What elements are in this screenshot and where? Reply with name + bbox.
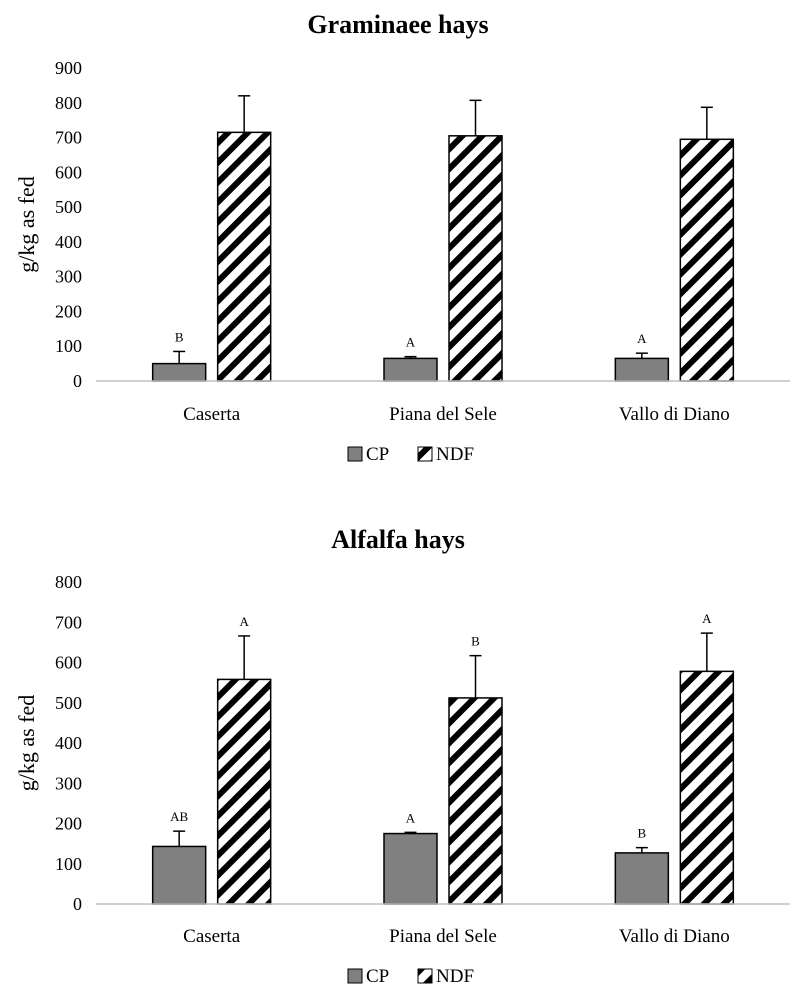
bar-cp	[614, 852, 670, 905]
y-tick-label: 400	[55, 733, 82, 753]
y-tick-label: 200	[55, 814, 82, 834]
y-tick-label: 200	[55, 301, 82, 321]
significance-letter: B	[637, 826, 646, 841]
y-tick-label: 700	[55, 128, 82, 148]
y-tick-label: 100	[55, 854, 82, 874]
legend-swatch-cp	[347, 446, 363, 462]
category-label: Caserta	[183, 926, 241, 947]
legend: CP NDF	[347, 444, 474, 465]
chart-title: Graminaee hays	[307, 10, 488, 39]
legend-label-ndf: NDF	[436, 966, 474, 987]
category-label: Piana del Sele	[389, 404, 497, 425]
significance-letter: A	[702, 611, 712, 626]
bar-ndf	[216, 131, 272, 382]
y-tick-label: 300	[55, 773, 82, 793]
bar-ndf	[679, 670, 735, 905]
y-tick-label: 800	[55, 572, 82, 592]
y-tick-label: 800	[55, 93, 82, 113]
bar-cp	[151, 362, 207, 382]
chart-graminaee-hays: Graminaee hays g/kg as fed 0 100 200 300 400 50…	[14, 10, 790, 465]
chart-alfalfa-hays: Alfalfa hays g/kg as fed 0 100 200 300 400 500 6…	[14, 525, 790, 987]
y-tick-label: 600	[55, 162, 82, 182]
chart-title: Alfalfa hays	[331, 525, 465, 554]
y-axis-label: g/kg as fed	[14, 695, 39, 792]
significance-letter: A	[239, 614, 249, 629]
y-tick-label: 500	[55, 693, 82, 713]
y-tick-label: 400	[55, 232, 82, 252]
bar-ndf	[679, 138, 735, 382]
bar-cp	[383, 832, 438, 905]
legend-swatch-ndf	[417, 968, 433, 984]
legend: CP NDF	[347, 966, 474, 987]
y-axis-label: g/kg as fed	[14, 176, 39, 273]
significance-letter: A	[406, 335, 416, 350]
y-tick-label: 500	[55, 197, 82, 217]
bar-cp	[614, 357, 670, 382]
y-tick-label: 600	[55, 653, 82, 673]
category-label: Piana del Sele	[389, 926, 497, 947]
significance-letter: B	[175, 329, 184, 344]
bar-ndf	[448, 697, 503, 905]
legend-label-cp: CP	[366, 966, 389, 987]
y-tick-label: 300	[55, 267, 82, 287]
y-tick-label: 700	[55, 612, 82, 632]
category-label: Vallo di Diano	[619, 926, 730, 947]
legend-swatch-ndf	[417, 446, 433, 462]
bar-cp	[383, 357, 438, 382]
bar-ndf	[448, 135, 503, 382]
legend-label-ndf: NDF	[436, 444, 474, 465]
y-tick-label: 900	[55, 58, 82, 78]
category-label: Vallo di Diano	[619, 404, 730, 425]
significance-letter: B	[471, 634, 480, 649]
y-tick-label: 0	[73, 371, 82, 391]
category-label: Caserta	[183, 404, 241, 425]
significance-letter: AB	[170, 809, 188, 824]
significance-letter: A	[406, 810, 416, 825]
bar-cp	[151, 845, 207, 905]
y-tick-label: 0	[73, 894, 82, 914]
significance-letter: A	[637, 331, 647, 346]
legend-label-cp: CP	[366, 444, 389, 465]
y-tick-label: 100	[55, 336, 82, 356]
legend-swatch-cp	[347, 968, 363, 984]
bar-ndf	[216, 678, 272, 905]
